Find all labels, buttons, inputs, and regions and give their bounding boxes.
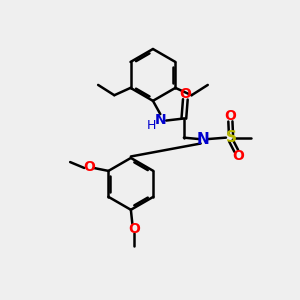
Text: O: O — [224, 109, 236, 123]
Text: N: N — [196, 132, 209, 147]
Text: O: O — [233, 149, 244, 163]
Text: N: N — [154, 113, 166, 127]
Text: S: S — [226, 130, 236, 145]
Text: O: O — [128, 222, 140, 236]
Text: O: O — [180, 87, 192, 101]
Text: H: H — [147, 119, 156, 132]
Text: O: O — [83, 160, 94, 174]
